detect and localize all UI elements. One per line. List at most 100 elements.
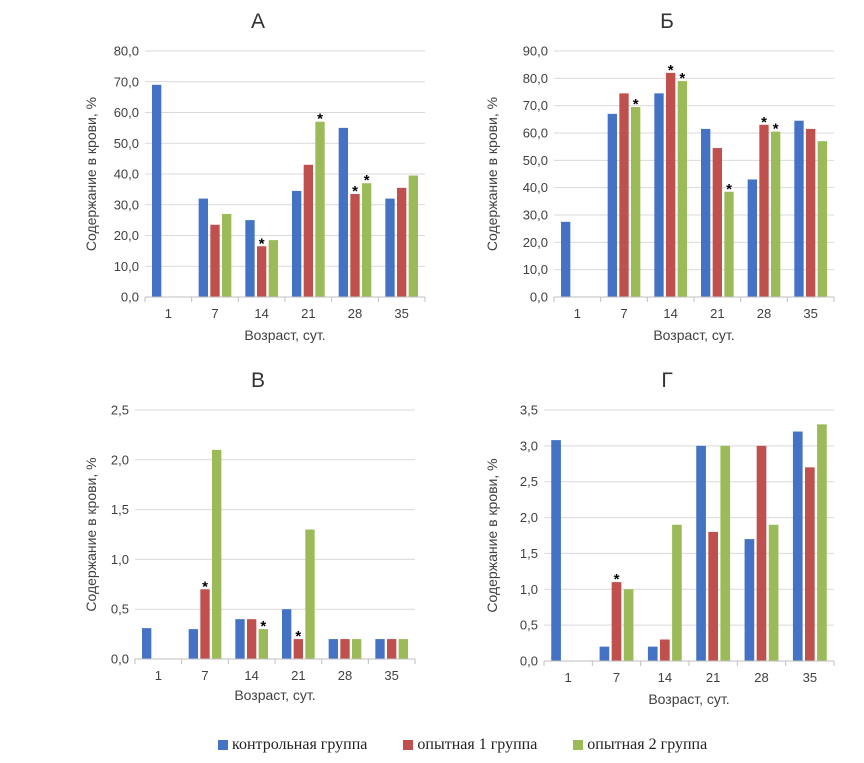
- legend-item-experimental-2: опытная 2 группа: [573, 736, 707, 754]
- bar-control-day-7: [198, 198, 208, 297]
- bar-control-day-14: [647, 646, 658, 661]
- x-axis-label: Возраст, сут.: [234, 687, 315, 703]
- y-tick-label: 50,0: [114, 136, 139, 151]
- y-tick-label: 0,0: [520, 654, 538, 669]
- significance-star: *: [726, 181, 732, 198]
- charts-figure: А0,010,020,030,040,050,060,070,080,0Соде…: [83, 10, 835, 707]
- x-tick-label: 7: [211, 306, 218, 321]
- y-tick-label: 80,0: [523, 71, 548, 86]
- bar-experimental-2-day-21: [315, 121, 325, 297]
- y-axis-label: Содержание в крови, %: [83, 97, 99, 251]
- bar-control-day-21: [292, 190, 302, 297]
- bar-experimental-2-day-21: [720, 445, 731, 661]
- x-tick-label: 21: [710, 306, 724, 321]
- bar-control-day-35: [792, 431, 803, 661]
- bar-control-day-28: [744, 539, 755, 661]
- y-tick-label: 0,0: [121, 290, 139, 305]
- y-axis-label: Содержание в крови, %: [484, 458, 500, 612]
- y-tick-label: 0,0: [111, 652, 129, 667]
- bar-experimental-1-day-14: [660, 639, 670, 661]
- x-tick-label: 21: [706, 670, 720, 685]
- bar-experimental-1-day-7: [619, 93, 629, 297]
- significance-star: *: [295, 628, 301, 645]
- panel-v: В 0,0 0,5 1,0 1,5 2,0 2,5 Содержание в крови, %…: [83, 369, 416, 703]
- y-tick-label: 2,0: [520, 510, 538, 525]
- bar-experimental-1-day-7: [200, 589, 210, 659]
- bar-control-day-35: [375, 639, 385, 659]
- y-tick-label: 20,0: [523, 235, 548, 250]
- panel-title-a: А: [251, 10, 265, 33]
- bar-experimental-2-day-7: [623, 589, 634, 661]
- bar-experimental-1-day-21: [303, 164, 313, 297]
- x-tick-label: 28: [338, 668, 352, 683]
- x-tick-label: 28: [348, 306, 362, 321]
- bar-experimental-2-day-28: [768, 524, 779, 661]
- bar-control-day-7: [599, 646, 610, 661]
- bar-experimental-1-day-14: [666, 72, 676, 297]
- y-tick-label: 3,0: [520, 438, 538, 453]
- bar-experimental-1-day-35: [805, 467, 815, 661]
- bar-experimental-1-day-21: [293, 639, 303, 659]
- x-tick-label: 1: [565, 670, 572, 685]
- panel-title-g: Г: [661, 369, 672, 392]
- bar-experimental-1-day-35: [806, 128, 816, 297]
- bar-control-day-1: [551, 440, 561, 661]
- y-tick-label: 10,0: [523, 262, 548, 277]
- y-tick-label: 2,0: [111, 452, 129, 467]
- bar-control-day-1: [152, 84, 162, 297]
- bar-experimental-2-day-21: [724, 191, 734, 297]
- significance-star: *: [259, 235, 265, 252]
- bar-experimental-2-day-7: [212, 449, 222, 659]
- y-tick-label: 0,5: [111, 602, 129, 617]
- bar-experimental-2-day-35: [398, 639, 408, 659]
- legend-swatch-control: [218, 740, 228, 750]
- panel-b: Б 0,0 10,0 20,0 30,0 40,0 50,0 60,0 70,0 80,0 90,0…: [484, 10, 835, 343]
- bar-experimental-2-day-7: [631, 107, 641, 298]
- x-tick-label: 35: [803, 306, 817, 321]
- x-tick-label: 14: [244, 668, 258, 683]
- bar-experimental-1-day-14: [257, 246, 267, 297]
- y-tick-label: 40,0: [114, 167, 139, 182]
- bar-control-day-21: [696, 445, 706, 661]
- y-tick-label: 1,0: [111, 552, 129, 567]
- x-tick-label: 21: [301, 306, 315, 321]
- x-tick-label: 28: [754, 670, 768, 685]
- y-axis-label: Содержание в крови, %: [83, 457, 99, 611]
- y-tick-label: 1,5: [520, 546, 538, 561]
- y-tick-label: 2,5: [111, 403, 129, 418]
- x-tick-label: 1: [155, 668, 162, 683]
- significance-star: *: [633, 96, 639, 113]
- legend-swatch-experimental-2: [573, 740, 584, 750]
- x-tick-label: 7: [620, 306, 627, 321]
- x-tick-label: 35: [803, 670, 817, 685]
- bar-experimental-1-day-21: [708, 531, 718, 661]
- x-axis-label: Возраст, сут.: [648, 691, 729, 707]
- y-tick-label: 1,0: [520, 582, 538, 597]
- legend: контрольная группа опытная 1 группа опыт…: [218, 736, 707, 754]
- x-tick-label: 21: [291, 668, 305, 683]
- bar-control-day-35: [794, 120, 804, 297]
- y-tick-label: 40,0: [523, 180, 548, 195]
- legend-item-experimental-1: опытная 1 группа: [403, 736, 537, 754]
- y-tick-label: 60,0: [114, 105, 139, 120]
- significance-star: *: [352, 183, 358, 200]
- bar-control-day-1: [561, 221, 571, 297]
- bar-experimental-1-day-28: [756, 445, 767, 661]
- legend-swatch-experimental-1: [403, 740, 414, 750]
- bar-experimental-2-day-28: [352, 639, 362, 659]
- bar-control-day-28: [338, 127, 348, 297]
- y-tick-label: 0,5: [520, 618, 538, 633]
- bar-experimental-1-day-35: [397, 187, 407, 297]
- significance-star: *: [761, 114, 767, 131]
- significance-star: *: [364, 172, 370, 189]
- y-tick-label: 1,5: [111, 502, 129, 517]
- bar-experimental-2-day-21: [305, 529, 315, 659]
- bar-experimental-2-day-35: [408, 175, 418, 297]
- y-tick-label: 0,0: [530, 290, 548, 305]
- legend-item-control: контрольная группа: [218, 736, 367, 754]
- significance-star: *: [317, 111, 323, 128]
- y-tick-label: 90,0: [523, 44, 548, 59]
- x-tick-label: 14: [254, 306, 268, 321]
- y-tick-label: 10,0: [114, 259, 139, 274]
- x-tick-label: 14: [663, 306, 677, 321]
